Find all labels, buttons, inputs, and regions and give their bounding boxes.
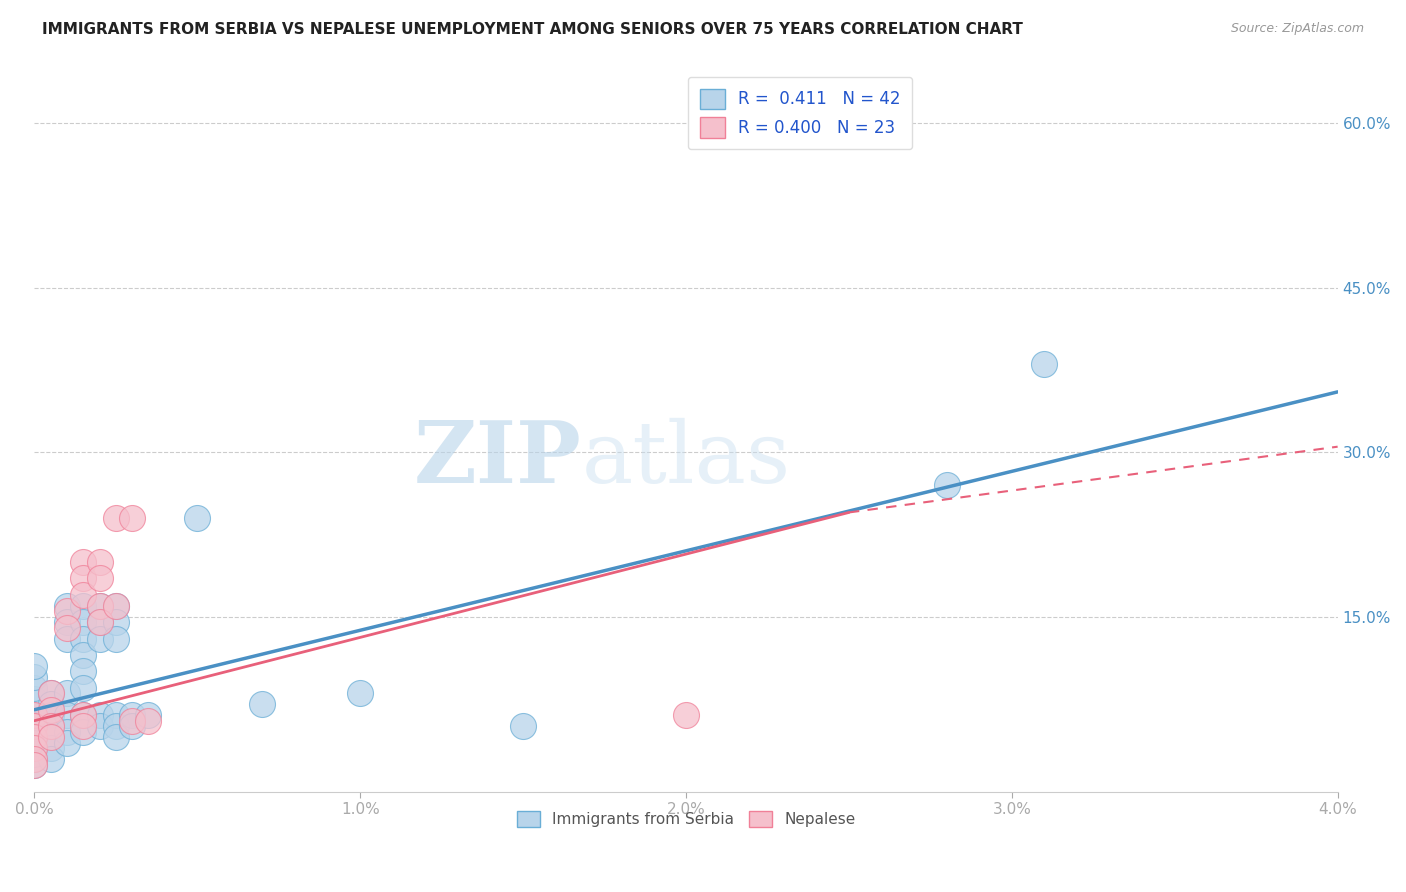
Point: [104, 599, 127, 613]
Point: [104, 632, 127, 646]
Point: [138, 714, 160, 728]
Point: [72, 588, 94, 602]
Point: [22, 757, 45, 772]
Point: [104, 730, 127, 744]
Point: [22, 691, 45, 706]
Point: [89, 555, 111, 569]
Point: [72, 632, 94, 646]
Point: [72, 571, 94, 585]
Point: [22, 736, 45, 750]
Point: [104, 719, 127, 733]
Point: [56, 632, 79, 646]
Point: [22, 659, 45, 673]
Point: [22, 752, 45, 766]
Point: [89, 708, 111, 723]
Point: [72, 599, 94, 613]
Point: [89, 571, 111, 585]
Point: [39, 686, 62, 700]
Point: [121, 719, 143, 733]
Point: [104, 511, 127, 525]
Point: [72, 665, 94, 679]
Point: [56, 604, 79, 618]
Point: [56, 599, 79, 613]
Point: [935, 478, 957, 492]
Point: [104, 708, 127, 723]
Point: [89, 599, 111, 613]
Point: [22, 741, 45, 756]
Point: [72, 708, 94, 723]
Point: [89, 615, 111, 629]
Point: [22, 747, 45, 761]
Text: IMMIGRANTS FROM SERBIA VS NEPALESE UNEMPLOYMENT AMONG SENIORS OVER 75 YEARS CORR: IMMIGRANTS FROM SERBIA VS NEPALESE UNEMP…: [42, 22, 1024, 37]
Point: [56, 724, 79, 739]
Point: [56, 621, 79, 635]
Point: [22, 752, 45, 766]
Point: [39, 741, 62, 756]
Point: [72, 555, 94, 569]
Point: [39, 719, 62, 733]
Point: [39, 708, 62, 723]
Point: [104, 615, 127, 629]
Point: [138, 708, 160, 723]
Point: [22, 681, 45, 695]
Point: [56, 708, 79, 723]
Point: [89, 615, 111, 629]
Point: [72, 648, 94, 662]
Point: [22, 741, 45, 756]
Point: [121, 714, 143, 728]
Point: [56, 615, 79, 629]
Legend: Immigrants from Serbia, Nepalese: Immigrants from Serbia, Nepalese: [509, 804, 863, 835]
Text: ZIP: ZIP: [413, 417, 582, 501]
Point: [675, 708, 697, 723]
Point: [39, 698, 62, 712]
Point: [22, 730, 45, 744]
Point: [512, 719, 534, 733]
Point: [89, 632, 111, 646]
Point: [56, 686, 79, 700]
Point: [22, 719, 45, 733]
Point: [22, 757, 45, 772]
Point: [121, 511, 143, 525]
Point: [89, 719, 111, 733]
Point: [349, 686, 371, 700]
Point: [72, 719, 94, 733]
Point: [72, 681, 94, 695]
Point: [22, 708, 45, 723]
Point: [39, 730, 62, 744]
Point: [22, 708, 45, 723]
Point: [838, 105, 860, 120]
Point: [22, 719, 45, 733]
Point: [72, 708, 94, 723]
Point: [89, 599, 111, 613]
Point: [39, 703, 62, 717]
Point: [1033, 358, 1056, 372]
Point: [56, 736, 79, 750]
Point: [22, 730, 45, 744]
Point: [186, 511, 208, 525]
Point: [104, 599, 127, 613]
Point: [39, 686, 62, 700]
Point: [22, 670, 45, 684]
Point: [39, 730, 62, 744]
Point: [252, 698, 274, 712]
Point: [39, 719, 62, 733]
Text: atlas: atlas: [582, 417, 790, 500]
Text: Source: ZipAtlas.com: Source: ZipAtlas.com: [1230, 22, 1364, 36]
Point: [121, 708, 143, 723]
Point: [39, 752, 62, 766]
Point: [72, 615, 94, 629]
Point: [72, 724, 94, 739]
